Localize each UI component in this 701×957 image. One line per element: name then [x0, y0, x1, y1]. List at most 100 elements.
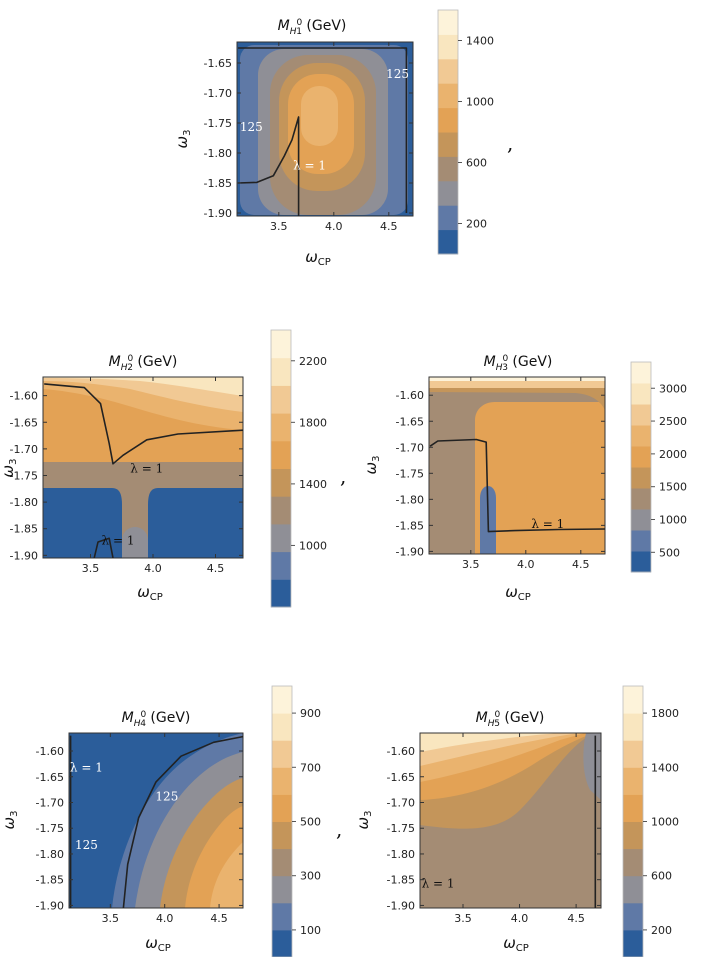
- fill-region: [420, 733, 560, 752]
- colorbar-tick-label: 2200: [299, 355, 327, 368]
- panel-1-ylabel: ω3: [173, 130, 193, 149]
- panel-3-title: MH0 3 (GeV): [484, 354, 553, 373]
- x-tick-label: 4.5: [567, 912, 585, 925]
- x-tick-label: 4.0: [144, 562, 162, 575]
- plot-frame: [42, 376, 244, 559]
- fill-region: [583, 733, 601, 800]
- panel-5-ticks: 3.5 4.0 4.5 -1.60 -1.65 -1.70 -1.75 -1.80 -1.85 -…: [387, 733, 601, 925]
- colorbar-tick-label: 1500: [659, 481, 687, 494]
- x-tick-label: 4.0: [517, 558, 535, 571]
- panel-5-colorbar: 200 600 1000 1400 1800: [622, 685, 679, 957]
- colorbar-tick-label: 2500: [659, 415, 687, 428]
- panel-1-contour-lines: [238, 47, 408, 216]
- contour-line: [44, 383, 243, 465]
- colorbar-frame: [270, 329, 292, 608]
- colorbar-tick-label: 300: [300, 870, 321, 883]
- y-tick-label: -1.75: [204, 117, 232, 130]
- colorbar-band: [272, 740, 292, 768]
- contour-annotation: λ = 1: [531, 517, 564, 531]
- colorbar-band: [438, 58, 458, 84]
- contour-annotation: λ = 1: [422, 876, 455, 890]
- y-tick-label: -1.75: [10, 469, 38, 482]
- panel-1-title: MH0 1 (GeV): [278, 18, 347, 37]
- panel-3-ylabel: ω3: [362, 456, 382, 475]
- colorbar-band: [438, 132, 458, 157]
- colorbar-band: [438, 34, 458, 60]
- y-tick-label: -1.60: [396, 389, 424, 402]
- fill-region: [43, 488, 122, 558]
- panel-5-fill: [420, 733, 601, 908]
- colorbar-band: [623, 740, 643, 768]
- colorbar-band: [631, 509, 651, 531]
- contour-annotation: 125: [75, 838, 98, 852]
- colorbar-band: [271, 496, 291, 525]
- fill-region: [301, 86, 338, 146]
- colorbar-tick-label: 100: [300, 924, 321, 937]
- colorbar-tick-label: 900: [300, 707, 321, 720]
- panel-3-colorbar: 500 1000 1500 2000 2500 3000: [630, 361, 687, 573]
- panel-1-annotations: 125 125 λ = 1: [240, 67, 409, 173]
- panel-2-annotations: λ = 1 λ = 1: [102, 462, 164, 548]
- y-tick-label: -1.65: [387, 771, 415, 784]
- y-tick-label: -1.75: [36, 822, 64, 835]
- panel-3-fill: [429, 377, 605, 554]
- y-tick-label: -1.75: [396, 467, 424, 480]
- panel-1-xlabel: ωCP: [305, 248, 331, 268]
- y-tick-label: -1.65: [204, 57, 232, 70]
- colorbar-tick-label: 2000: [659, 448, 687, 461]
- y-tick-label: -1.85: [10, 523, 38, 536]
- x-tick-label: 4.5: [380, 220, 398, 233]
- panel-5-title: MH0 5 (GeV): [476, 710, 545, 729]
- y-tick-label: -1.70: [204, 87, 232, 100]
- y-tick-label: -1.70: [36, 796, 64, 809]
- y-tick-label: -1.60: [387, 745, 415, 758]
- colorbar-band: [623, 848, 643, 877]
- x-tick-label: 4.0: [511, 912, 529, 925]
- colorbar-tick-label: 1000: [299, 539, 327, 552]
- panel-1-ticks: 3.5 4.0 4.5 -1.65 -1.70 -1.75 -1.80 -1.85 -1.90: [204, 42, 413, 233]
- panel-3-contour-lines: [429, 438, 605, 533]
- colorbar-band: [272, 848, 292, 877]
- y-tick-label: -1.60: [10, 390, 38, 403]
- contour-annotation: λ = 1: [130, 462, 163, 476]
- colorbar-band: [271, 330, 291, 359]
- colorbar-band: [271, 551, 291, 580]
- colorbar-band: [623, 713, 643, 741]
- panel-4-ylabel: ω3: [0, 811, 20, 830]
- y-tick-label: -1.85: [387, 874, 415, 887]
- panel-3-xlabel: ωCP: [505, 583, 531, 603]
- colorbar-band: [438, 156, 458, 182]
- panel-3-annotations: λ = 1: [531, 517, 564, 531]
- y-tick-label: -1.65: [36, 771, 64, 784]
- colorbar-tick-label: 1400: [299, 478, 327, 491]
- colorbar-band: [272, 821, 292, 850]
- y-tick-label: -1.80: [396, 493, 424, 506]
- contour-line: [122, 735, 243, 908]
- colorbar-band: [623, 821, 643, 850]
- panel-1-fill: [237, 42, 413, 216]
- fill-region: [122, 527, 148, 558]
- y-tick-label: -1.80: [10, 496, 38, 509]
- colorbar-band: [438, 83, 458, 109]
- y-tick-label: -1.90: [396, 545, 424, 558]
- panel-2: λ = 1 λ = 1 MH0 2 (GeV) 3.5 4.0 4.5 -1.60 -1.6…: [0, 329, 346, 608]
- x-tick-label: 3.5: [454, 912, 472, 925]
- fill-region: [43, 377, 243, 396]
- colorbar-band: [631, 551, 651, 573]
- colorbar-band: [631, 362, 651, 384]
- x-tick-label: 3.5: [82, 562, 100, 575]
- colorbar-band: [631, 446, 651, 468]
- fill-region: [210, 842, 243, 908]
- contour-line: [238, 116, 300, 216]
- contour-annotation: λ = 1: [70, 760, 103, 774]
- colorbar-band: [272, 875, 292, 904]
- colorbar-band: [271, 468, 291, 497]
- colorbar-band: [438, 229, 458, 255]
- panel-4-fill: [69, 733, 243, 908]
- y-tick-label: -1.80: [387, 848, 415, 861]
- fill-region: [148, 488, 243, 558]
- panel-2-xlabel: ωCP: [137, 583, 163, 603]
- colorbar-band: [438, 10, 458, 35]
- y-tick-label: -1.85: [204, 177, 232, 190]
- separator-comma: ,: [340, 464, 346, 488]
